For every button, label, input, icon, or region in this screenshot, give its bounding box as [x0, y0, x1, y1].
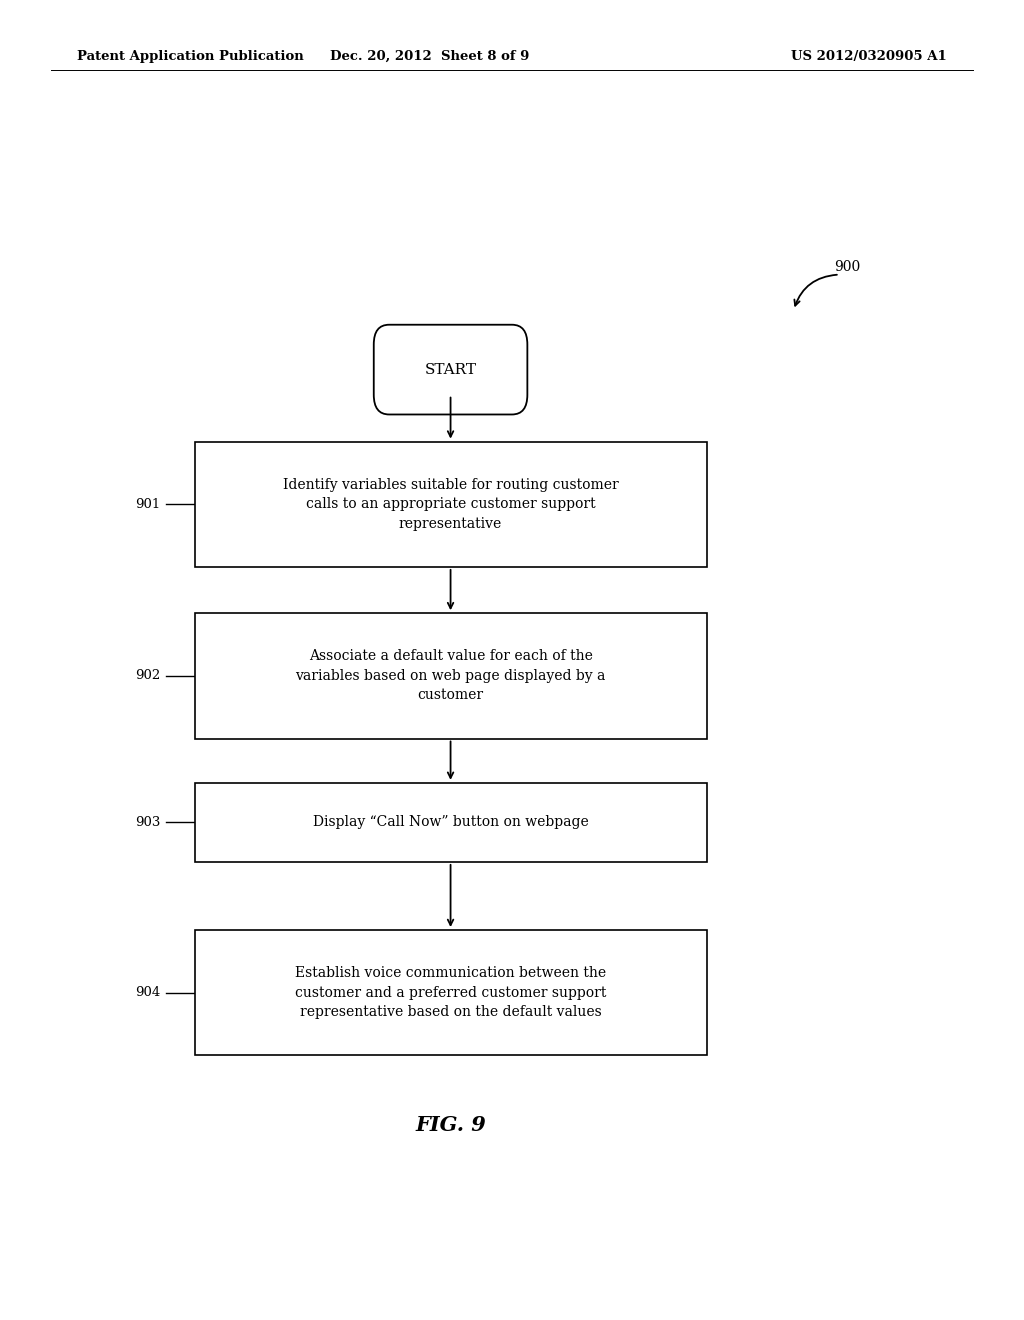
FancyBboxPatch shape: [195, 783, 707, 862]
Text: Associate a default value for each of the
variables based on web page displayed : Associate a default value for each of th…: [295, 649, 606, 702]
Text: Display “Call Now” button on webpage: Display “Call Now” button on webpage: [312, 816, 589, 829]
Text: Dec. 20, 2012  Sheet 8 of 9: Dec. 20, 2012 Sheet 8 of 9: [331, 50, 529, 63]
Text: Identify variables suitable for routing customer
calls to an appropriate custome: Identify variables suitable for routing …: [283, 478, 618, 531]
Text: 901: 901: [135, 498, 161, 511]
Text: 903: 903: [135, 816, 161, 829]
Text: START: START: [425, 363, 476, 376]
FancyBboxPatch shape: [195, 612, 707, 739]
Text: 904: 904: [135, 986, 161, 999]
FancyBboxPatch shape: [374, 325, 527, 414]
Text: Patent Application Publication: Patent Application Publication: [77, 50, 303, 63]
FancyBboxPatch shape: [195, 441, 707, 568]
Text: 902: 902: [135, 669, 161, 682]
Text: FIG. 9: FIG. 9: [415, 1114, 486, 1135]
FancyBboxPatch shape: [195, 929, 707, 1056]
Text: Establish voice communication between the
customer and a preferred customer supp: Establish voice communication between th…: [295, 966, 606, 1019]
Text: 900: 900: [835, 260, 861, 273]
Text: US 2012/0320905 A1: US 2012/0320905 A1: [792, 50, 947, 63]
